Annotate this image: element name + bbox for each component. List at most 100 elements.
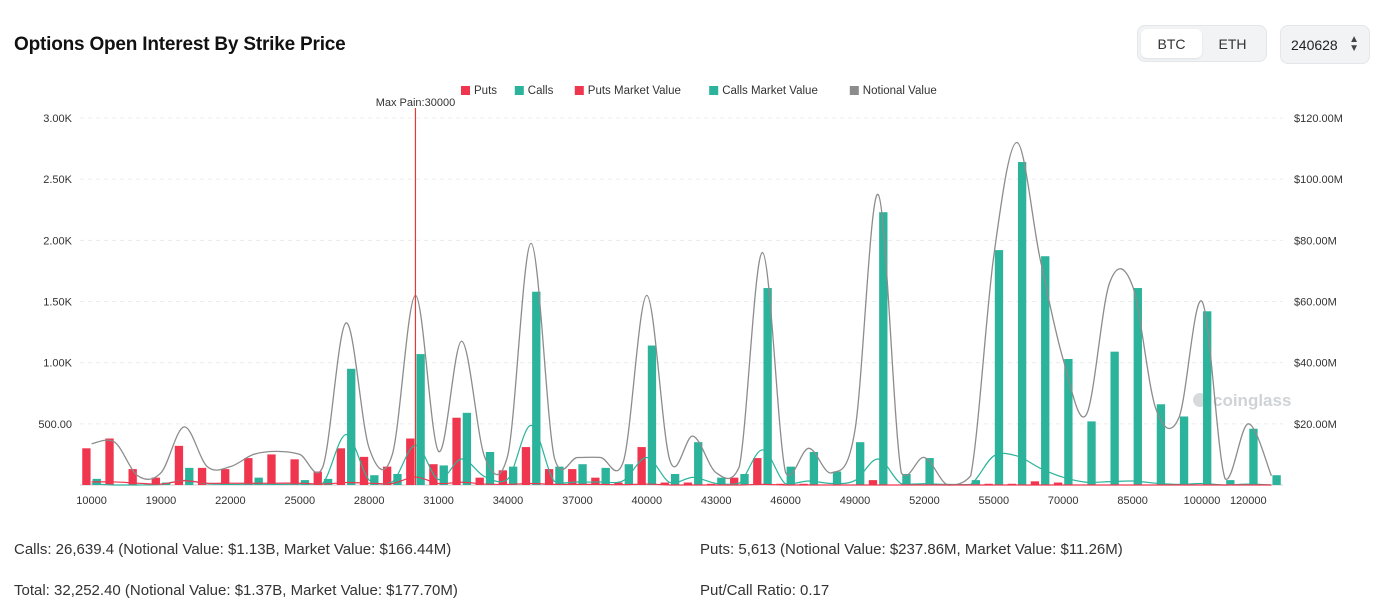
calls-bar [462,412,472,485]
puts-bar [498,470,507,485]
puts-bar [151,477,160,485]
calls-bar [670,473,680,485]
calls-bar [1133,288,1142,485]
calls-bar [300,480,310,485]
max-pain-label: Max Pain:30000 [376,97,456,109]
puts-bar [521,447,531,485]
sort-chevrons-icon: ▲ ▼ [1349,34,1359,54]
calls-bar [601,467,610,485]
puts-bar [753,458,762,485]
calls-bar [717,477,726,485]
x-tick-label: 100000 [1184,495,1221,507]
calls-bar [1272,475,1281,485]
page-title: Options Open Interest By Strike Price [14,34,346,55]
calls-bar [1017,162,1027,485]
x-tick-label: 85000 [1117,495,1148,507]
x-tick-label: 19000 [146,495,177,507]
open-interest-chart: 500.00 1.00K 1.50K 2.00K 2.50K 3.00K $20.00M $4… [38,85,1343,507]
y-left-tick-label: 500.00 [38,419,72,431]
calls-bar [694,442,703,485]
puts-bar [244,458,253,485]
calls-bar [971,480,981,485]
puts-bar [313,471,322,485]
puts-bar [544,469,554,485]
puts-bar [221,469,230,485]
legend-label: Calls Market Value [722,85,818,97]
puts-bar [799,483,808,485]
calls-bar [1041,256,1050,485]
x-tick-label: 37000 [562,495,593,507]
y-left-tick-label: 1.50K [43,297,72,309]
calls-bar [347,368,356,485]
y-right-tick-label: $20.00M [1294,419,1337,431]
puts-bar [406,438,415,485]
coin-eth-button[interactable]: ETH [1218,35,1247,52]
calls-bar [1203,311,1212,485]
total-summary: Total: 32,252.40 (Notional Value: $1.37B… [14,582,458,599]
expiry-select[interactable]: 240628 ▲ ▼ [1280,25,1370,64]
x-tick-label: 46000 [770,495,801,507]
coin-btc-button[interactable]: BTC [1141,29,1202,58]
x-tick-label: 55000 [979,495,1010,507]
x-tick-label: 25000 [284,495,315,507]
x-tick-label: 43000 [701,495,732,507]
y-left-tick-label: 3.00K [43,113,72,125]
calls-bar [370,475,379,485]
y-left-tick-label: 1.00K [43,358,72,370]
legend-swatch [574,86,584,95]
calls-bar [578,464,587,485]
puts-bar [267,454,276,485]
puts-bar [868,480,878,485]
x-tick-label: 40000 [632,495,663,507]
x-tick-label: 34000 [493,495,524,507]
puts-bar [568,469,577,485]
y-right-tick-label: $100.00M [1294,174,1343,186]
legend-label: Puts [474,85,497,97]
calls-bar [856,442,865,485]
legend-swatch [461,86,470,95]
puts-bar [706,483,716,485]
notional-value-line [91,141,1273,486]
puts-summary: Puts: 5,613 (Notional Value: $237.86M, M… [700,541,1123,558]
legend-swatch [849,86,859,95]
puts-bar [128,469,137,485]
calls-bar [832,471,842,485]
puts-bar [1030,481,1040,485]
calls-bar [1226,480,1235,485]
puts-bar [683,482,693,485]
x-tick-label: 10000 [76,495,107,507]
calls-bar [786,466,795,485]
puts-bar [660,482,669,485]
calls-bar [508,466,518,485]
calls-bar [763,288,772,485]
puts-bar [105,438,114,485]
calls-bar [254,477,263,485]
calls-bar [902,473,911,485]
puts-bar [475,477,484,485]
legend-label: Notional Value [863,85,937,97]
calls-bar [323,478,333,485]
coin-toggle: BTC ETH [1137,25,1267,62]
put-call-ratio: Put/Call Ratio: 0.17 [700,582,830,599]
legend-swatch [709,86,719,95]
calls-bar [925,458,934,485]
calls-bar [555,466,564,485]
puts-bar [174,445,184,485]
puts-bar [452,417,461,485]
calls-bar [393,473,402,485]
calls-bar [1064,358,1073,485]
calls-bar [1156,404,1166,485]
puts-bar [336,448,346,485]
legend-swatch [514,86,524,95]
calls-bar [740,473,749,485]
x-tick-label: 120000 [1230,495,1267,507]
calls-bar [1249,428,1258,485]
calls-bar [1087,421,1096,485]
y-right-tick-label: $80.00M [1294,235,1337,247]
puts-bar [637,447,646,485]
calls-summary: Calls: 26,639.4 (Notional Value: $1.13B,… [14,541,452,558]
calls-bar [994,250,1004,485]
x-tick-label: 52000 [909,495,940,507]
expiry-select-value: 240628 [1291,36,1338,53]
calls-bar [1110,351,1119,485]
